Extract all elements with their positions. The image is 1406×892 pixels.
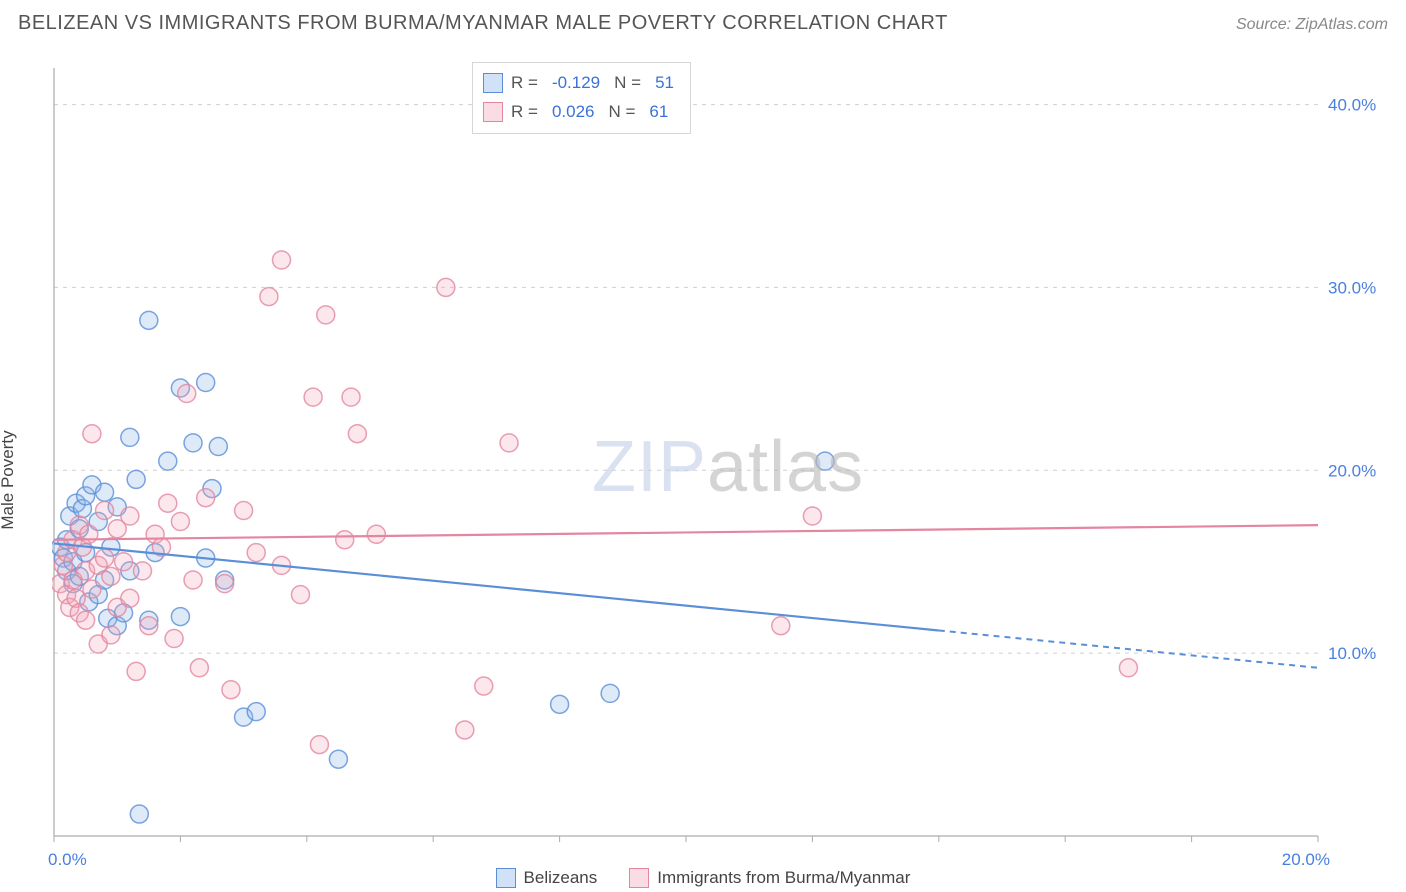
x-tick-label: 0.0% <box>48 850 87 870</box>
x-tick-label: 20.0% <box>1282 850 1330 870</box>
source-attribution: Source: ZipAtlas.com <box>1236 16 1388 34</box>
legend-swatch-icon <box>483 102 503 122</box>
legend: Belizeans Immigrants from Burma/Myanmar <box>0 868 1406 888</box>
stat-r-label: R = <box>511 98 538 127</box>
legend-label: Immigrants from Burma/Myanmar <box>657 868 910 888</box>
stat-n-value: 51 <box>655 69 674 98</box>
legend-swatch-icon <box>483 73 503 93</box>
svg-text:30.0%: 30.0% <box>1328 278 1376 297</box>
legend-swatch-icon <box>629 868 649 888</box>
stat-r-value: 0.026 <box>552 98 595 127</box>
legend-swatch-icon <box>496 868 516 888</box>
stat-n-label: N = <box>614 69 641 98</box>
legend-item-belizeans: Belizeans <box>496 868 598 888</box>
correlation-stats-box: R = -0.129 N = 51 R = 0.026 N = 61 <box>472 62 691 134</box>
svg-text:40.0%: 40.0% <box>1328 96 1376 115</box>
stat-r-value: -0.129 <box>552 69 600 98</box>
stats-row: R = -0.129 N = 51 <box>483 69 680 98</box>
y-axis-label: Male Poverty <box>0 430 18 529</box>
legend-item-burma: Immigrants from Burma/Myanmar <box>629 868 910 888</box>
page-title: BELIZEAN VS IMMIGRANTS FROM BURMA/MYANMA… <box>18 12 948 35</box>
source-prefix: Source: <box>1236 16 1296 33</box>
stats-row: R = 0.026 N = 61 <box>483 98 680 127</box>
source-link[interactable]: ZipAtlas.com <box>1296 16 1388 33</box>
stat-n-value: 61 <box>649 98 668 127</box>
legend-label: Belizeans <box>524 868 598 888</box>
scatter-chart: 0.0%20.0%10.0%20.0%30.0%40.0% ZIPatlas R… <box>52 66 1388 844</box>
svg-text:10.0%: 10.0% <box>1328 644 1376 663</box>
svg-text:20.0%: 20.0% <box>1328 461 1376 480</box>
stat-r-label: R = <box>511 69 538 98</box>
stat-n-label: N = <box>608 98 635 127</box>
